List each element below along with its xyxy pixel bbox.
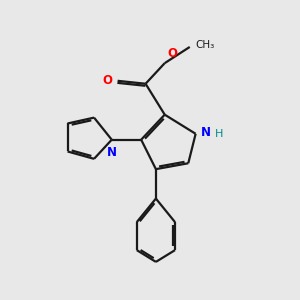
Text: O: O: [168, 46, 178, 60]
Text: N: N: [201, 126, 211, 139]
Text: H: H: [215, 129, 223, 139]
Text: O: O: [102, 74, 112, 87]
Text: N: N: [107, 146, 117, 159]
Text: CH₃: CH₃: [195, 40, 214, 50]
